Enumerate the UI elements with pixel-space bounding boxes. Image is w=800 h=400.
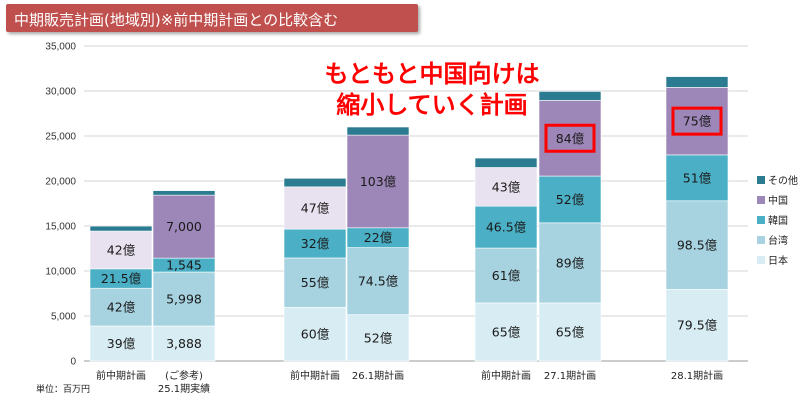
bar-segment	[152, 325, 216, 362]
chart-header-title: 中期販売計画(地域別)※前中期計画との比較含む	[14, 11, 339, 29]
bar-segment-label: 79.5億	[677, 318, 718, 333]
x-category-label: (ご参考)	[165, 369, 203, 382]
bar-segment	[474, 302, 538, 362]
bar-segment-label: 103億	[360, 174, 397, 189]
legend-label: 韓国	[768, 215, 788, 227]
bar-segment-label: 52億	[556, 192, 585, 207]
bar-segment-label: 51億	[683, 170, 712, 185]
x-category-label: 25.1期実績	[158, 382, 210, 395]
legend-label: 日本	[768, 254, 788, 267]
x-category-label: 前中期計画	[481, 369, 531, 382]
bar-segment-label: 60億	[301, 327, 330, 342]
bar-segment-label: 65億	[556, 324, 585, 339]
legend-swatch	[757, 196, 765, 204]
y-tick-label: 5,000	[51, 312, 76, 323]
y-tick-label: 30,000	[45, 87, 76, 98]
bar-segment	[346, 134, 410, 229]
legend-label: 台湾	[768, 234, 788, 247]
y-tick-label: 35,000	[45, 42, 76, 53]
bar-segment	[538, 91, 602, 101]
bar-segment	[283, 178, 347, 188]
legend-label: その他	[768, 174, 798, 187]
bar-segment-label: 47億	[301, 201, 330, 216]
bar-segment	[283, 307, 347, 362]
highlight-box	[544, 123, 596, 153]
bar-segment	[346, 247, 410, 315]
bar-segment	[283, 228, 347, 259]
legend-label: 中国	[768, 194, 788, 207]
y-tick-label: 20,000	[45, 177, 76, 188]
bar-segment-label: 52億	[364, 330, 393, 345]
bar-segment-label: 46.5億	[486, 220, 527, 235]
legend-swatch	[757, 256, 765, 264]
bar-segment	[89, 230, 153, 270]
bar-segment-label: 7,000	[166, 219, 202, 234]
bar-segment-label: 65億	[492, 324, 521, 339]
bar-segment	[538, 302, 602, 362]
y-tick-label: 10,000	[45, 267, 76, 278]
bar-segment	[89, 225, 153, 232]
bar-segment-label: 21.5億	[101, 271, 142, 286]
bar-segment	[665, 76, 729, 88]
bar-segment	[665, 87, 729, 156]
bar-segment	[474, 247, 538, 304]
bar-segment	[665, 289, 729, 362]
bar-segment-label: 32億	[301, 236, 330, 251]
bar-segment-label: 84億	[556, 131, 585, 146]
bar-segment	[474, 157, 538, 168]
bar-segment-label: 22億	[364, 230, 393, 245]
bar-segment	[346, 126, 410, 136]
y-tick-label: 15,000	[45, 222, 76, 233]
annotation-text: 縮小していく計画	[336, 91, 527, 119]
highlight-box	[671, 106, 723, 136]
bar-segment	[89, 325, 153, 362]
bar-segment	[152, 190, 216, 196]
bar-segment-label: 43億	[492, 179, 521, 194]
bar-segment-label: 39億	[107, 336, 136, 351]
bar-segment-label: 5,998	[166, 292, 202, 307]
bar-segment	[283, 186, 347, 230]
annotation-text: もともと中国向けは	[324, 60, 539, 88]
bar-segment-label: 55億	[301, 275, 330, 290]
bar-segment-label: 98.5億	[677, 238, 718, 253]
bar-segment	[665, 200, 729, 290]
bar-segment	[346, 314, 410, 362]
y-tick-label: 0	[70, 357, 76, 368]
x-category-label: 前中期計画	[290, 369, 340, 382]
legend-swatch	[757, 176, 765, 184]
chart-header-banner: 中期販売計画(地域別)※前中期計画との比較含む	[6, 4, 418, 32]
bar-segment-label: 42億	[107, 300, 136, 315]
x-category-label: 26.1期計画	[352, 369, 404, 382]
bar-segment	[538, 222, 602, 304]
bar-segment-label: 42億	[107, 242, 136, 257]
bar-segment-label: 61億	[492, 268, 521, 283]
bar-segment	[474, 167, 538, 207]
bar-segment-label: 1,545	[166, 258, 202, 273]
bar-segment	[474, 205, 538, 249]
bar-segment	[538, 100, 602, 177]
legend-swatch	[757, 236, 765, 244]
bar-segment-label: 89億	[556, 255, 585, 270]
bar-segment	[283, 257, 347, 308]
x-category-label: 27.1期計画	[544, 369, 596, 382]
legend-swatch	[757, 216, 765, 224]
bar-segment	[152, 271, 216, 327]
bar-segment-label: 74.5億	[358, 274, 399, 289]
bar-segment-label: 3,888	[166, 336, 202, 351]
bar-segment-label: 75億	[683, 114, 712, 129]
unit-note: 単位：百万円	[36, 383, 90, 395]
bar-segment	[665, 154, 729, 202]
x-category-label: 28.1期計画	[671, 369, 723, 382]
y-tick-label: 25,000	[45, 132, 76, 143]
bar-segment	[152, 194, 216, 259]
x-category-label: 前中期計画	[96, 369, 146, 382]
